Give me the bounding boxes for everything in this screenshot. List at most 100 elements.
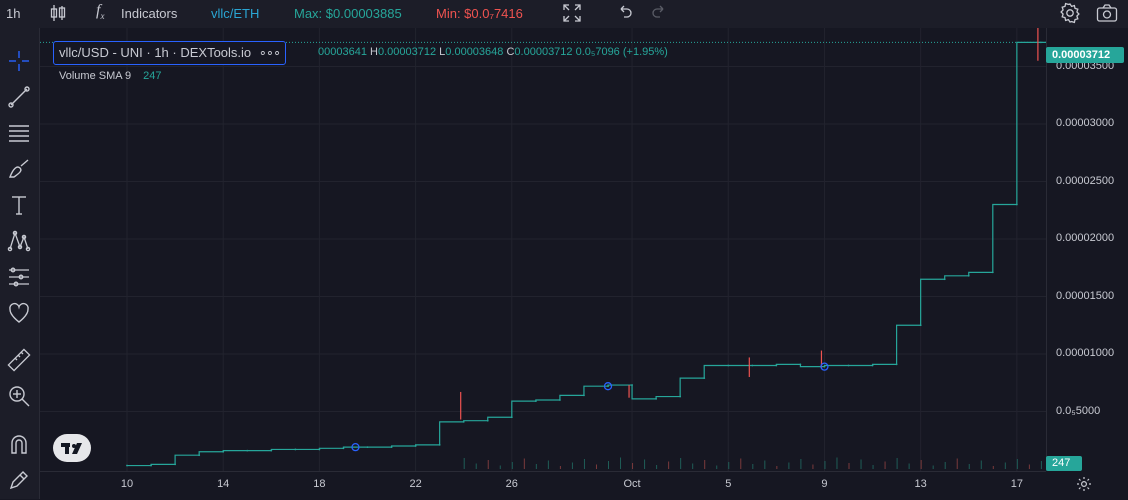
price-point	[126, 464, 128, 467]
axis-settings-gear-icon[interactable]	[1076, 476, 1092, 497]
price-axis[interactable]: 0.00003500 0.00003000 0.00002500 0.00002000…	[1046, 28, 1128, 471]
fx-icon: fx	[96, 2, 105, 22]
low-label: L	[439, 46, 446, 58]
price-point	[294, 448, 297, 451]
price-point	[895, 363, 898, 366]
symbol-legend[interactable]: vllc/USD - UNI · 1h · DEXTools.io ∘∘∘	[53, 41, 287, 65]
price-point	[414, 445, 417, 447]
redo-icon[interactable]	[651, 4, 669, 27]
event-marker	[351, 442, 360, 452]
volume-bar	[668, 461, 670, 469]
high-label: H	[370, 46, 378, 58]
volume-bar	[1004, 462, 1006, 469]
horizontal-lines-icon[interactable]	[7, 121, 31, 145]
fullscreen-icon[interactable]	[563, 4, 581, 27]
volume-bar	[884, 461, 886, 469]
last-price-label: 0.00003712	[1046, 47, 1124, 63]
volume-bar	[511, 462, 513, 469]
volume-bar	[872, 465, 874, 469]
pencil-lock-icon[interactable]	[7, 468, 31, 492]
volume-bar	[764, 460, 766, 469]
volume-bar	[463, 458, 465, 469]
close-label: C	[506, 46, 515, 58]
volume-bar	[812, 464, 814, 469]
price-point	[246, 449, 249, 452]
price-tick-label: 0.00003000	[1056, 117, 1115, 129]
more-dots-icon[interactable]: ∘∘∘	[258, 45, 281, 60]
price-point	[559, 399, 561, 401]
magnet-icon[interactable]	[7, 432, 31, 456]
price-point	[775, 364, 778, 367]
top-toolbar: 1h fx Indicators vllc/ETH Max: $0.000038…	[0, 0, 1128, 28]
zoom-in-icon[interactable]	[7, 384, 31, 408]
volume-bar	[836, 457, 838, 469]
price-chart[interactable]	[40, 28, 1046, 471]
price-point	[703, 377, 706, 380]
volume-value: 247	[143, 70, 162, 82]
time-tick-label: 13	[914, 478, 927, 490]
volume-bar	[608, 461, 609, 469]
time-tick-label: Oct	[623, 478, 641, 490]
settings-gear-icon[interactable]	[1059, 2, 1081, 29]
volume-bar	[475, 463, 477, 469]
time-tick-label: 18	[313, 478, 326, 490]
time-axis[interactable]: 10 14 18 22 26 Oct 5 9 13 17	[40, 471, 1091, 500]
volume-bar	[728, 462, 730, 469]
open-value: 00003641	[318, 46, 367, 58]
volume-bar	[776, 466, 778, 469]
volume-bar	[860, 459, 862, 469]
volume-bar	[535, 464, 537, 469]
volume-bar	[956, 458, 958, 469]
ruler-icon[interactable]	[7, 348, 31, 372]
high-value: 0.00003712	[377, 46, 437, 58]
pattern-icon[interactable]	[7, 229, 31, 253]
price-point	[198, 454, 201, 457]
event-marker	[820, 362, 829, 371]
price-tick-label: 0.0₅5000	[1056, 404, 1101, 417]
heart-icon[interactable]	[7, 301, 31, 325]
price-series-line	[127, 41, 1046, 467]
text-icon[interactable]	[7, 193, 31, 217]
price-tick-label: 0.00002500	[1056, 174, 1115, 187]
pair-link[interactable]: vllc/ETH	[211, 6, 260, 21]
price-tick-label: 0.00001000	[1056, 347, 1115, 359]
price-point	[727, 364, 730, 367]
volume-bar	[680, 458, 682, 469]
fib-levels-icon[interactable]	[7, 265, 31, 289]
volume-bar	[1016, 459, 1018, 469]
price-tick-label: 0.00001500	[1056, 289, 1115, 302]
undo-icon[interactable]	[615, 4, 633, 27]
volume-bar	[740, 458, 742, 469]
candles-icon[interactable]	[48, 3, 68, 28]
crosshair-icon[interactable]	[7, 49, 31, 73]
volume-bar	[800, 459, 802, 469]
time-tick-label: 10	[120, 478, 134, 490]
volume-bar	[692, 463, 694, 469]
interval-button[interactable]: 1h	[6, 6, 21, 21]
price-point	[991, 271, 994, 274]
price-point	[270, 449, 273, 452]
camera-icon[interactable]	[1096, 3, 1118, 28]
volume-bar	[644, 459, 646, 469]
price-point	[871, 364, 874, 367]
price-tick-label: 0.00002000	[1056, 232, 1115, 244]
low-value: 0.00003648	[445, 46, 504, 58]
volume-bar	[896, 458, 898, 469]
volume-bar	[1028, 464, 1030, 469]
price-point	[679, 395, 682, 398]
volume-legend[interactable]: Volume SMA 9 247	[59, 70, 162, 82]
volume-bar	[752, 464, 754, 469]
time-tick-label: 17	[1010, 478, 1023, 490]
trend-line-icon[interactable]	[7, 85, 31, 109]
volume-bar	[559, 466, 561, 469]
drawing-toolbar	[0, 28, 40, 499]
price-point	[823, 365, 826, 368]
brush-icon[interactable]	[7, 157, 31, 181]
price-point	[222, 450, 225, 453]
price-point	[150, 464, 152, 467]
indicators-button[interactable]: Indicators	[121, 6, 178, 21]
price-point	[174, 463, 177, 466]
time-tick-label: 14	[217, 478, 230, 490]
volume-label: Volume SMA 9	[59, 70, 132, 82]
volume-bar	[980, 460, 982, 469]
